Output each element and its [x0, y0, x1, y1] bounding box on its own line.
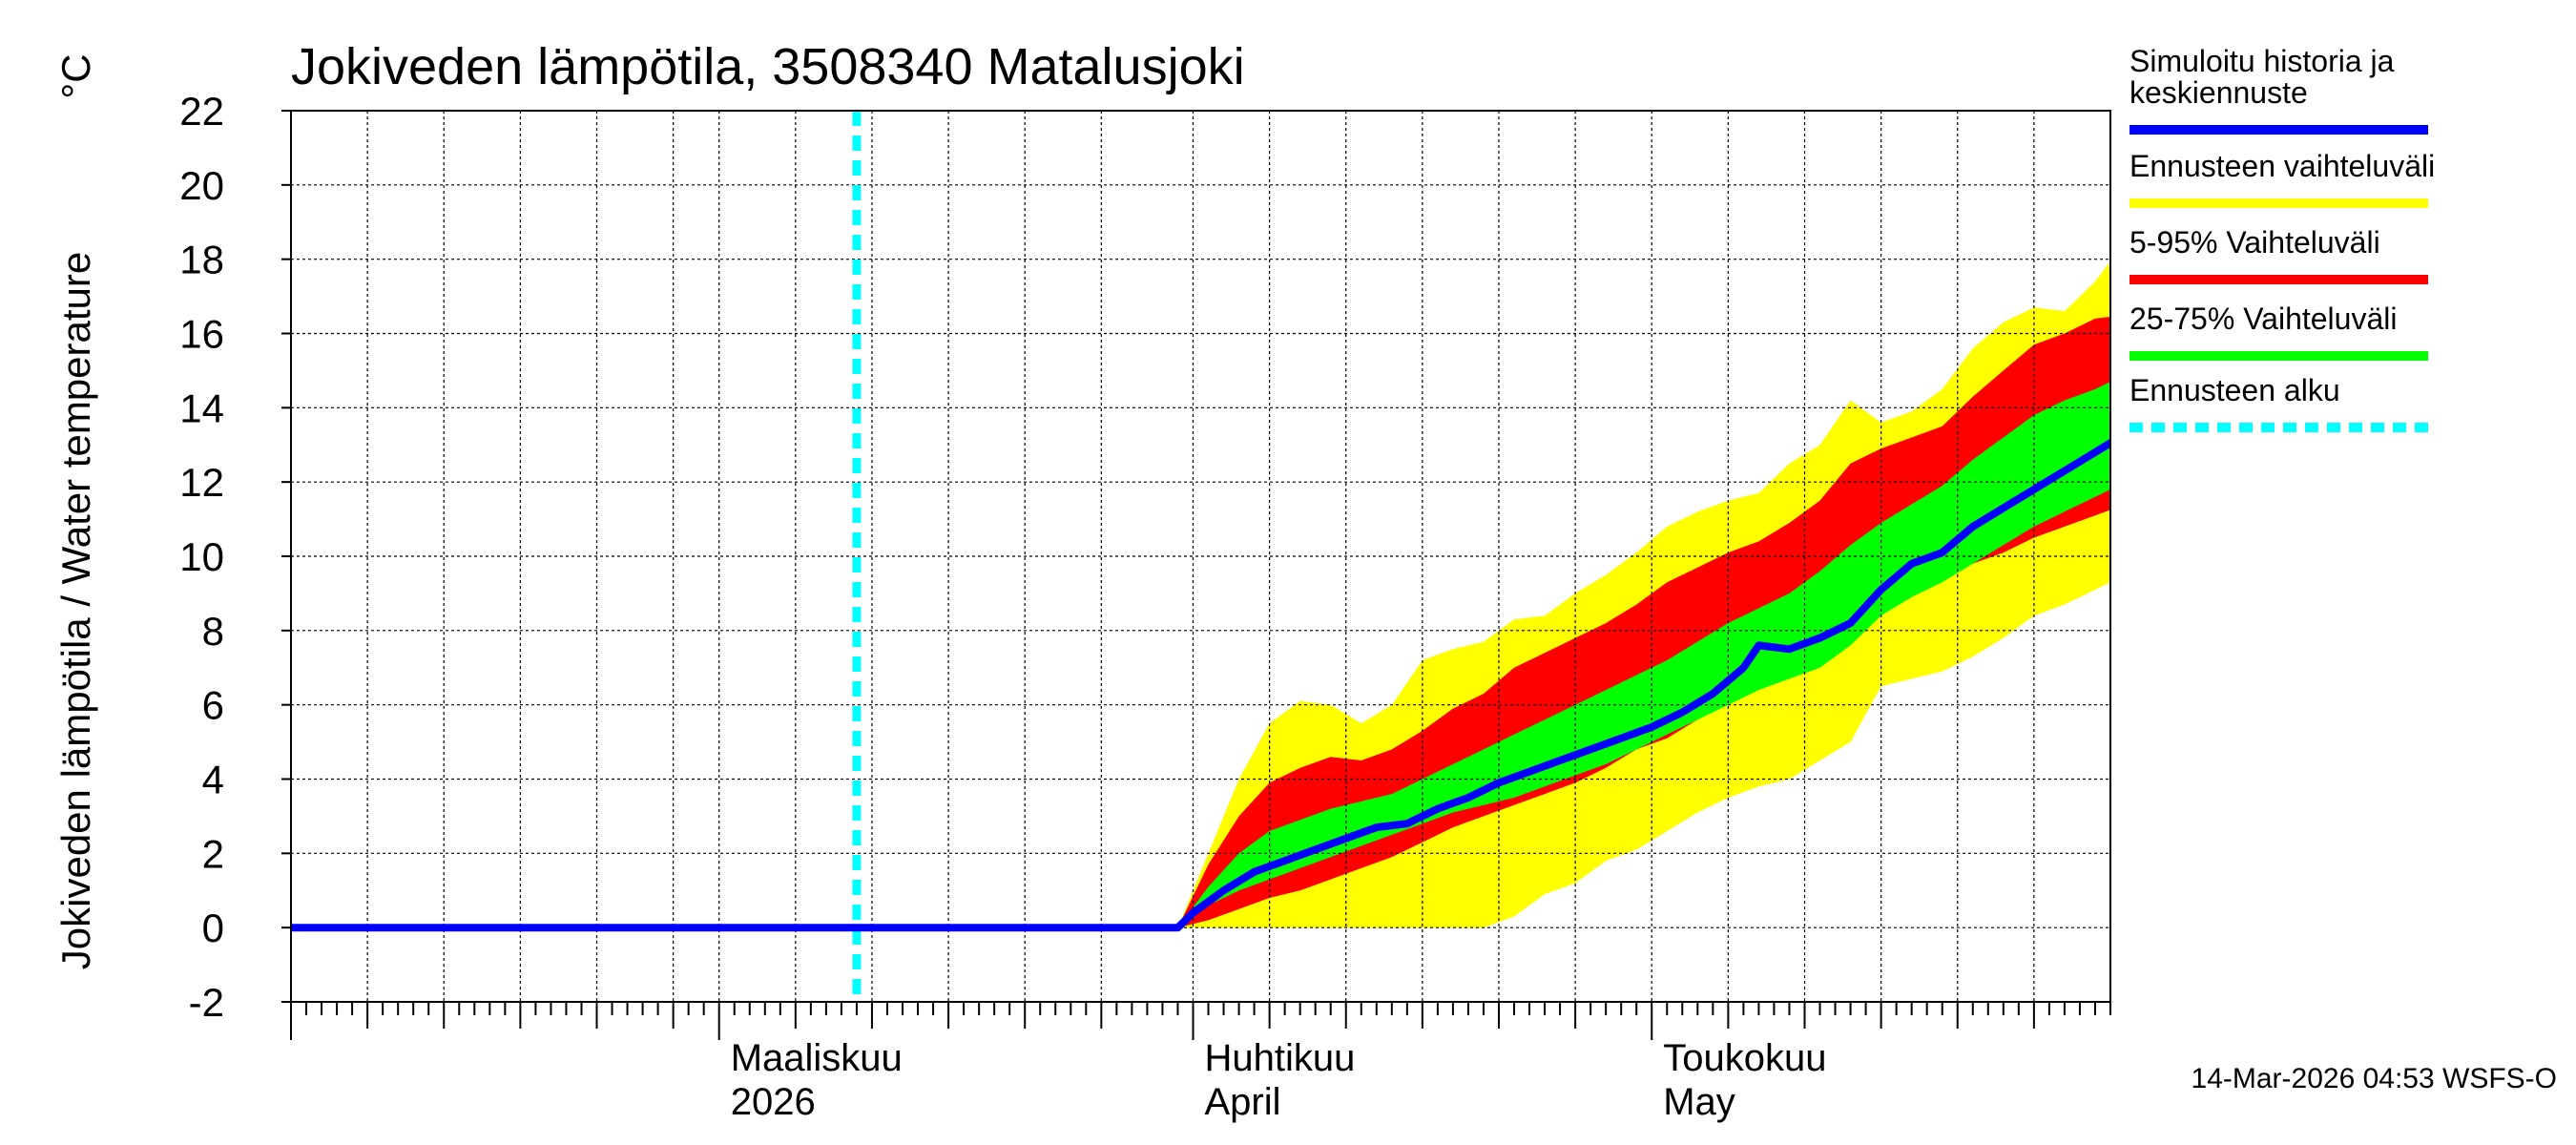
y-tick-label-10: 10: [179, 534, 224, 579]
y-tick-label-18: 18: [179, 238, 224, 282]
y-tick-label-2: 2: [202, 831, 224, 876]
y-tick-labels: -2 0 2 4 6 8 10 12 14 16 18 20 22: [179, 89, 224, 1025]
legend-label-5: Ennusteen alku: [2129, 373, 2340, 407]
legend-label-4: 25-75% Vaihteluväli: [2129, 302, 2397, 336]
x-month-sublabel-1: 2026: [731, 1081, 816, 1123]
y-tick-label-22: 22: [179, 89, 224, 134]
x-month-label-2: Huhtikuu: [1204, 1037, 1355, 1079]
y-axis-unit: °C: [53, 53, 98, 98]
y-tick-label-14: 14: [179, 385, 224, 430]
y-tick-label-6: 6: [202, 683, 224, 728]
y-tick-label-0: 0: [202, 906, 224, 950]
x-month-sublabel-2: April: [1204, 1081, 1280, 1123]
legend-label-2: Ennusteen vaihteluväli: [2129, 149, 2435, 183]
forecast-bands: [1177, 260, 2110, 928]
legend-label-3: 5-95% Vaihteluväli: [2129, 225, 2380, 260]
series-line-median: [291, 438, 2110, 932]
y-tick-label-20: 20: [179, 163, 224, 208]
y-tick-label-12: 12: [179, 460, 224, 505]
x-month-label-3: Toukokuu: [1663, 1037, 1826, 1079]
band-3-p25_75: [1177, 382, 2110, 928]
y-axis-label: Jokiveden lämpötila / Water temperature: [53, 252, 98, 969]
chart-title: Jokiveden lämpötila, 3508340 Matalusjoki: [291, 38, 1245, 95]
axes: [281, 110, 2111, 1040]
y-tick-label-8: 8: [202, 609, 224, 654]
y-tick-label-4: 4: [202, 758, 224, 802]
band-2-p5_95: [1177, 316, 2110, 928]
y-tick-label-16: 16: [179, 312, 224, 357]
x-month-sublabel-3: May: [1663, 1081, 1735, 1123]
x-month-label-1: Maaliskuu: [731, 1037, 903, 1079]
legend-label-1: Simuloitu historia ja: [2129, 44, 2395, 78]
y-tick-label--2: -2: [189, 980, 224, 1025]
series-lines: [291, 438, 2110, 932]
legend-label-1-line2: keskiennuste: [2129, 75, 2308, 110]
footer-timestamp: 14-Mar-2026 04:53 WSFS-O: [2192, 1063, 2557, 1094]
